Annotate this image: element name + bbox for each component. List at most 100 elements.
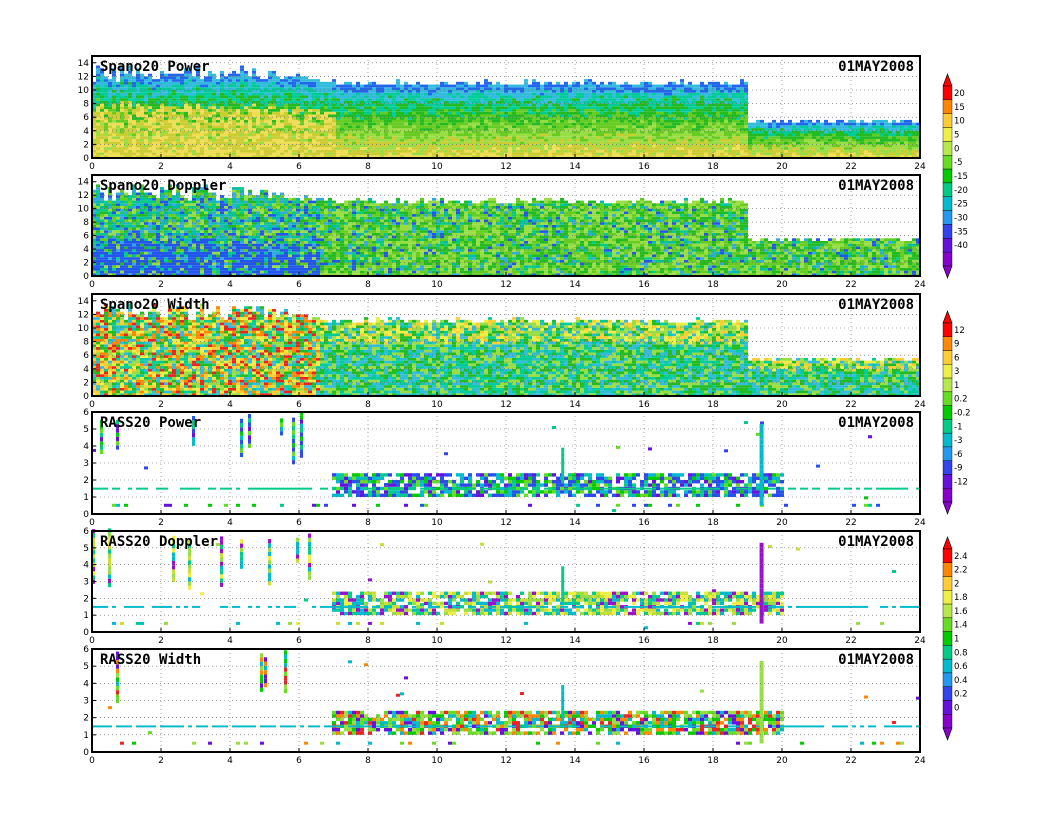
data-cell xyxy=(208,125,212,129)
data-cell xyxy=(620,155,624,158)
data-cell xyxy=(312,144,316,148)
data-cell xyxy=(164,136,168,139)
data-cell xyxy=(168,98,172,101)
data-cell xyxy=(584,133,588,137)
data-cell xyxy=(372,84,376,88)
data-cell xyxy=(168,128,172,131)
data-cell xyxy=(544,98,548,101)
data-cell xyxy=(316,119,320,123)
data-cell xyxy=(184,109,188,112)
data-cell xyxy=(344,155,348,158)
data-cell xyxy=(132,92,136,96)
data-cell xyxy=(336,90,340,93)
data-cell xyxy=(428,106,432,110)
data-cell xyxy=(128,117,132,120)
data-cell xyxy=(480,144,484,148)
data-cell xyxy=(524,133,528,137)
data-cell xyxy=(188,144,192,148)
data-cell xyxy=(424,136,428,139)
data-cell xyxy=(128,125,132,129)
data-cell xyxy=(736,117,740,120)
data-cell xyxy=(292,149,296,153)
data-cell xyxy=(276,119,280,123)
data-cell xyxy=(240,73,244,77)
data-cell xyxy=(452,133,456,137)
data-cell xyxy=(112,125,116,129)
data-cell xyxy=(92,136,96,139)
data-cell xyxy=(612,122,616,126)
data-cell xyxy=(332,136,336,139)
data-cell xyxy=(468,109,472,112)
data-cell xyxy=(672,119,676,123)
data-cell xyxy=(708,136,712,139)
data-cell xyxy=(632,125,636,129)
data-cell xyxy=(204,103,208,107)
data-cell xyxy=(648,117,652,120)
data-cell xyxy=(684,125,688,129)
data-cell xyxy=(376,125,380,129)
data-cell xyxy=(424,95,428,99)
data-cell xyxy=(436,114,440,118)
data-cell xyxy=(792,128,796,131)
data-cell xyxy=(256,114,260,118)
data-cell xyxy=(168,138,172,142)
data-cell xyxy=(224,114,228,118)
data-cell xyxy=(664,147,668,150)
data-cell xyxy=(416,147,420,150)
data-cell xyxy=(668,103,672,107)
data-cell xyxy=(660,103,664,107)
data-cell xyxy=(212,114,216,118)
data-cell xyxy=(828,130,832,134)
data-cell xyxy=(744,92,748,96)
data-cell xyxy=(812,147,816,150)
data-cell xyxy=(284,114,288,118)
data-cell xyxy=(444,84,448,88)
data-cell xyxy=(216,87,220,90)
data-cell xyxy=(832,149,836,153)
data-cell xyxy=(140,152,144,156)
data-cell xyxy=(536,147,540,150)
data-cell xyxy=(248,84,252,88)
data-cell xyxy=(220,141,224,145)
data-cell xyxy=(236,73,240,77)
data-cell xyxy=(592,147,596,150)
data-cell xyxy=(188,98,192,101)
data-cell xyxy=(372,149,376,153)
data-cell xyxy=(608,95,612,99)
data-cell xyxy=(396,144,400,148)
data-cell xyxy=(496,95,500,99)
data-cell xyxy=(280,122,284,126)
data-cell xyxy=(416,136,420,139)
data-cell xyxy=(92,114,96,118)
data-cell xyxy=(132,81,136,85)
data-cell xyxy=(732,95,736,99)
data-cell xyxy=(672,144,676,148)
data-cell xyxy=(620,100,624,104)
data-cell xyxy=(160,111,164,115)
data-cell xyxy=(740,122,744,126)
data-cell xyxy=(472,147,476,150)
data-cell xyxy=(552,98,556,101)
data-cell xyxy=(200,111,204,115)
data-cell xyxy=(548,109,552,112)
data-cell xyxy=(292,125,296,129)
data-cell xyxy=(636,114,640,118)
data-cell xyxy=(316,114,320,118)
data-cell xyxy=(748,122,752,126)
data-cell xyxy=(292,128,296,131)
data-cell xyxy=(720,144,724,148)
data-cell xyxy=(300,90,304,93)
data-cell xyxy=(224,81,228,85)
data-cell xyxy=(592,92,596,96)
data-cell xyxy=(716,106,720,110)
data-cell xyxy=(104,119,108,123)
data-cell xyxy=(792,147,796,150)
data-cell xyxy=(116,87,120,90)
data-cell xyxy=(720,87,724,90)
data-cell xyxy=(208,147,212,150)
data-cell xyxy=(560,100,564,104)
data-cell xyxy=(816,149,820,153)
data-cell xyxy=(752,141,756,145)
data-cell xyxy=(420,128,424,131)
data-cell xyxy=(516,90,520,93)
